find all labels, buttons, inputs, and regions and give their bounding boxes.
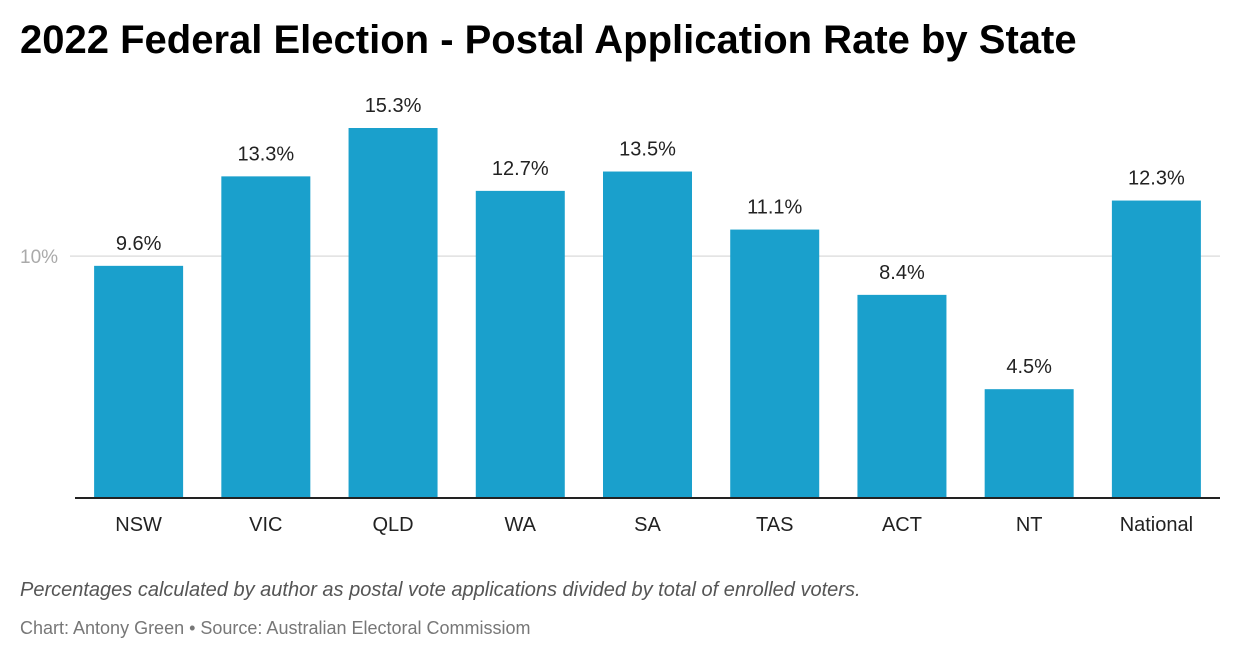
bar-vic [221,176,311,498]
bar-nsw [94,265,184,498]
value-label: 8.4% [879,262,925,284]
y-tick-label: 10% [20,247,58,268]
value-label: 12.7% [492,158,549,180]
value-label: 4.5% [1006,356,1052,378]
category-label: NSW [115,514,162,536]
bar-qld [348,128,438,498]
value-label: 13.5% [619,139,676,161]
value-label: 12.3% [1128,168,1185,190]
value-label: 13.3% [237,143,294,165]
category-label: National [1120,514,1193,536]
value-label: 9.6% [116,233,162,255]
category-label: TAS [756,514,793,536]
bar-tas [730,229,820,498]
bar-national [1111,200,1201,499]
category-label: VIC [249,514,282,536]
x-tick-labels: NSW VIC QLD WA SA TAS ACT NT National [115,514,1193,536]
category-label: NT [1016,514,1043,536]
y-tick-labels: 10% [20,247,58,268]
bar-wa [475,190,565,498]
chart-credit: Chart: Antony Green • Source: Australian… [20,618,531,638]
value-label: 15.3% [365,95,422,117]
category-label: ACT [882,514,922,536]
bar-chart: 9.6% 13.3% 15.3% 12.7% 13.5% 11.1% 8.4% 4.5% 12.… [20,95,1220,536]
chart-title: 2022 Federal Election - Postal Applicati… [20,18,1077,62]
value-labels: 9.6% 13.3% 15.3% 12.7% 13.5% 11.1% 8.4% 4.5% 12.… [116,95,1185,378]
category-label: SA [634,514,661,536]
value-label: 11.1% [747,197,802,219]
bar-act [857,294,947,498]
footnote: Percentages calculated by author as post… [20,579,861,601]
bar-nt [984,389,1074,498]
bars [94,128,1201,499]
category-label: QLD [372,514,413,536]
bar-sa [603,171,692,498]
category-label: WA [505,514,537,536]
